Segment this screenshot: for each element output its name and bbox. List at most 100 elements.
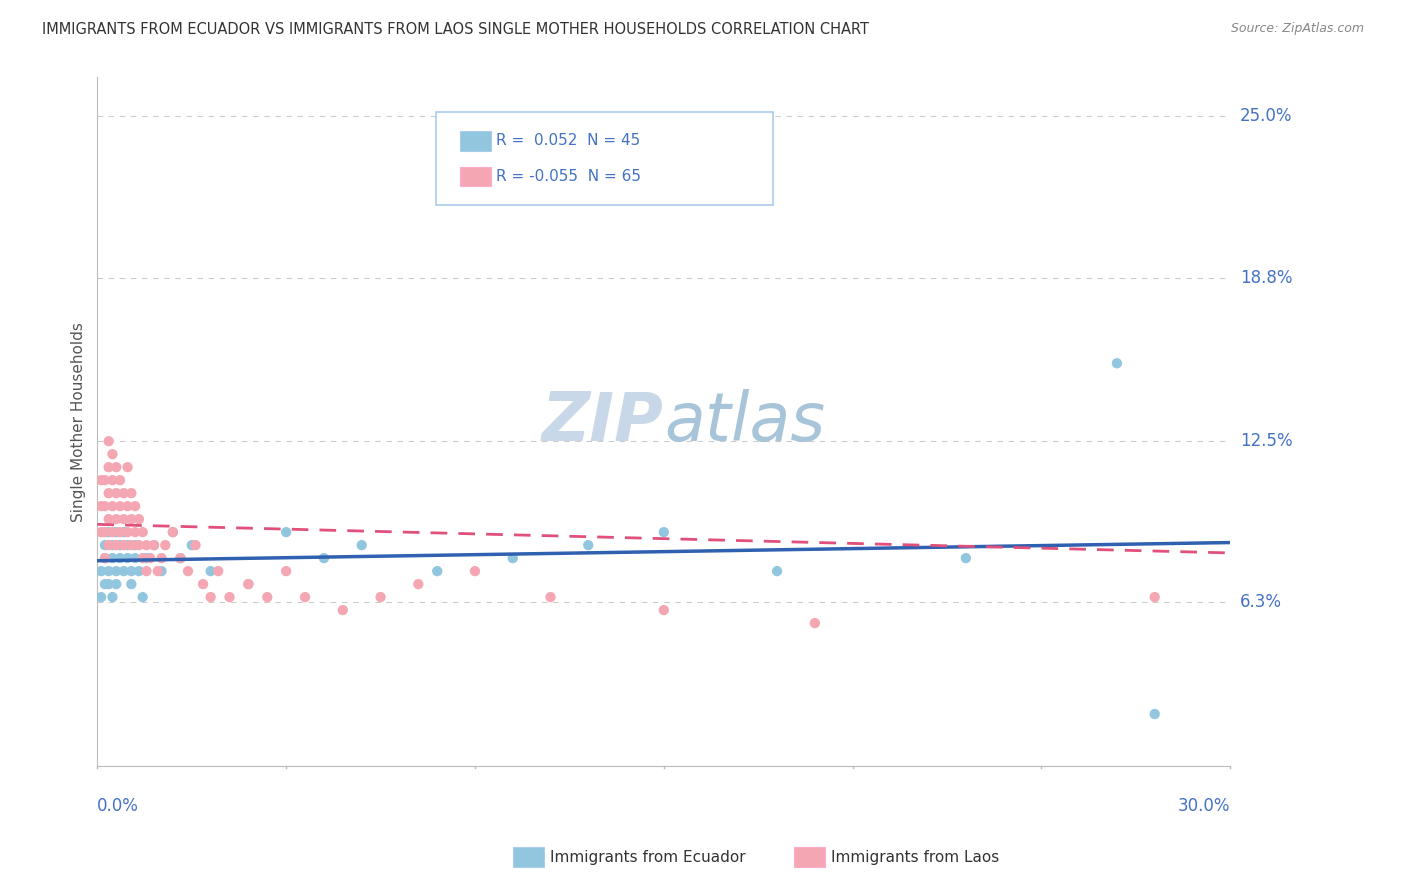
Point bbox=[101, 499, 124, 513]
Point bbox=[256, 590, 278, 604]
Point bbox=[94, 473, 117, 487]
Text: Immigrants from Ecuador: Immigrants from Ecuador bbox=[550, 850, 745, 864]
Point bbox=[97, 512, 120, 526]
Point bbox=[139, 551, 162, 566]
Point bbox=[90, 525, 112, 540]
Point bbox=[97, 460, 120, 475]
Point bbox=[124, 551, 146, 566]
Point bbox=[105, 525, 128, 540]
Text: IMMIGRANTS FROM ECUADOR VS IMMIGRANTS FROM LAOS SINGLE MOTHER HOUSEHOLDS CORRELA: IMMIGRANTS FROM ECUADOR VS IMMIGRANTS FR… bbox=[42, 22, 869, 37]
Point bbox=[105, 460, 128, 475]
Text: 18.8%: 18.8% bbox=[1240, 268, 1292, 286]
Point bbox=[180, 538, 202, 552]
Point bbox=[112, 486, 135, 500]
Point bbox=[101, 525, 124, 540]
Point bbox=[312, 551, 335, 566]
Point bbox=[90, 590, 112, 604]
Point bbox=[94, 525, 117, 540]
Point bbox=[177, 564, 200, 578]
Point bbox=[101, 447, 124, 461]
Point bbox=[108, 525, 131, 540]
Point bbox=[97, 434, 120, 449]
Point bbox=[94, 551, 117, 566]
Point bbox=[131, 590, 153, 604]
Point bbox=[94, 551, 117, 566]
Point bbox=[105, 486, 128, 500]
Point bbox=[169, 551, 191, 566]
Text: 0.0%: 0.0% bbox=[97, 797, 139, 814]
Text: 25.0%: 25.0% bbox=[1240, 107, 1292, 126]
Point bbox=[135, 564, 157, 578]
Point bbox=[101, 538, 124, 552]
Point bbox=[135, 538, 157, 552]
Point bbox=[97, 486, 120, 500]
Point bbox=[502, 551, 524, 566]
Point bbox=[332, 603, 354, 617]
Point bbox=[117, 538, 139, 552]
Point bbox=[101, 551, 124, 566]
Point bbox=[169, 551, 191, 566]
Point bbox=[124, 499, 146, 513]
Point bbox=[97, 577, 120, 591]
Point bbox=[766, 564, 789, 578]
Point bbox=[191, 577, 214, 591]
Text: ZIP: ZIP bbox=[541, 389, 664, 455]
Point bbox=[370, 590, 392, 604]
Point bbox=[90, 473, 112, 487]
Point bbox=[146, 564, 169, 578]
Text: 6.3%: 6.3% bbox=[1240, 593, 1282, 611]
Point bbox=[128, 512, 150, 526]
Point bbox=[276, 525, 298, 540]
Point bbox=[105, 512, 128, 526]
Text: R =  0.052  N = 45: R = 0.052 N = 45 bbox=[496, 134, 641, 148]
Point bbox=[108, 473, 131, 487]
Text: Source: ZipAtlas.com: Source: ZipAtlas.com bbox=[1230, 22, 1364, 36]
Point bbox=[94, 577, 117, 591]
Point bbox=[112, 538, 135, 552]
Point bbox=[90, 499, 112, 513]
Point bbox=[200, 590, 222, 604]
Point bbox=[131, 551, 153, 566]
Point bbox=[804, 616, 827, 631]
Point bbox=[131, 525, 153, 540]
Point bbox=[105, 564, 128, 578]
Point bbox=[426, 564, 449, 578]
Point bbox=[105, 538, 128, 552]
Point bbox=[101, 473, 124, 487]
Point bbox=[155, 538, 177, 552]
Point bbox=[150, 564, 173, 578]
Point bbox=[955, 551, 977, 566]
Point bbox=[294, 590, 316, 604]
Y-axis label: Single Mother Households: Single Mother Households bbox=[72, 322, 86, 522]
Point bbox=[97, 564, 120, 578]
Point bbox=[238, 577, 260, 591]
Point bbox=[97, 538, 120, 552]
Point bbox=[162, 525, 184, 540]
Point bbox=[105, 577, 128, 591]
Point bbox=[117, 525, 139, 540]
Point bbox=[90, 564, 112, 578]
Point bbox=[540, 590, 562, 604]
Point bbox=[143, 538, 166, 552]
Text: R = -0.055  N = 65: R = -0.055 N = 65 bbox=[496, 169, 641, 184]
Point bbox=[108, 551, 131, 566]
Point bbox=[120, 564, 142, 578]
Point bbox=[162, 525, 184, 540]
Point bbox=[97, 525, 120, 540]
Point bbox=[120, 512, 142, 526]
Point bbox=[576, 538, 599, 552]
Point bbox=[120, 577, 142, 591]
Point bbox=[408, 577, 430, 591]
Point bbox=[117, 551, 139, 566]
Text: 12.5%: 12.5% bbox=[1240, 433, 1292, 450]
Point bbox=[128, 538, 150, 552]
Point bbox=[124, 525, 146, 540]
Text: atlas: atlas bbox=[664, 389, 825, 455]
Point bbox=[143, 538, 166, 552]
Point bbox=[135, 551, 157, 566]
Point bbox=[94, 499, 117, 513]
Point bbox=[350, 538, 373, 552]
Point bbox=[117, 460, 139, 475]
Point bbox=[238, 577, 260, 591]
Point bbox=[200, 564, 222, 578]
